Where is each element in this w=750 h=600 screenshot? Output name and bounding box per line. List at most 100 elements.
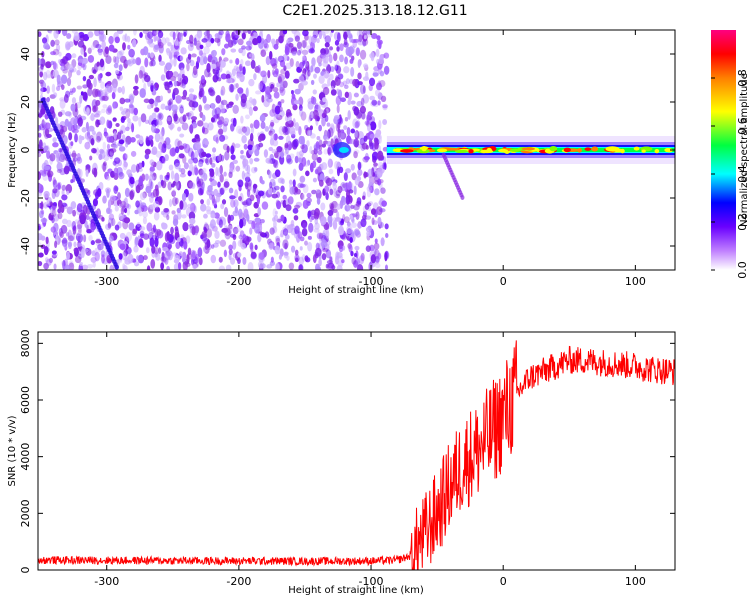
spectral-cell	[261, 201, 269, 210]
spectral-cell	[258, 142, 264, 148]
spectral-cell	[38, 31, 42, 38]
spectral-cell	[89, 134, 94, 145]
spectral-cell	[259, 232, 265, 237]
spectral-cell	[380, 95, 387, 103]
spectral-cell	[165, 174, 170, 181]
spectral-cell	[294, 155, 299, 164]
spectral-cell	[134, 74, 139, 84]
spectral-cell	[225, 33, 231, 43]
spectral-cell	[291, 30, 297, 35]
spectral-cell	[323, 47, 330, 55]
spectral-cell	[282, 228, 289, 236]
spectral-cell	[340, 195, 347, 206]
spectral-cell	[209, 89, 216, 97]
spectral-cell	[133, 89, 139, 96]
spectral-cell	[371, 217, 375, 226]
spectral-cell	[335, 203, 342, 210]
spectral-cell	[61, 30, 68, 37]
x-tick-label: 100	[625, 575, 646, 588]
spectral-cell	[249, 133, 254, 142]
spectral-cell	[116, 50, 123, 60]
spectral-cell	[95, 239, 102, 244]
spectral-cell	[150, 139, 154, 147]
spectral-cell	[125, 59, 132, 65]
spectral-cell	[346, 225, 353, 235]
spectral-cell	[261, 95, 265, 103]
spectral-cell	[307, 69, 311, 77]
spectral-cell	[148, 135, 154, 141]
spectral-cell	[153, 107, 160, 113]
spectral-cell	[113, 185, 119, 194]
spectral-cell	[377, 252, 382, 260]
spectral-cell	[202, 127, 209, 135]
spectral-cell	[115, 122, 120, 127]
spectral-cell	[377, 100, 381, 106]
colorbar-tick-label: 0.2	[736, 213, 749, 231]
x-tick-label: 100	[625, 275, 646, 288]
spectral-cell	[173, 115, 180, 124]
spectral-cell	[270, 83, 275, 89]
spectral-cell	[340, 129, 345, 134]
spectral-cell	[273, 133, 278, 141]
spectral-cell	[48, 30, 53, 35]
spectral-cell	[135, 57, 142, 66]
spectral-cell	[346, 181, 354, 191]
spectral-cell	[301, 55, 306, 61]
spectral-cell	[174, 226, 179, 232]
spectral-cell	[235, 83, 239, 89]
spectral-cell	[112, 101, 119, 109]
spectral-cell	[43, 246, 49, 256]
spectral-cell	[369, 185, 374, 194]
spectral-cell	[56, 44, 61, 52]
spectral-cell	[242, 66, 246, 76]
spectral-cell	[119, 243, 126, 251]
spectral-cell	[152, 188, 158, 198]
spectral-cell	[228, 248, 233, 256]
spectral-cell	[379, 208, 386, 213]
spectral-cell	[226, 103, 230, 110]
spectral-cell	[294, 88, 301, 95]
spectral-cell	[330, 125, 336, 134]
spectral-cell	[280, 99, 285, 104]
spectral-cell	[199, 44, 204, 50]
spectral-cell	[155, 150, 162, 158]
spectral-cell	[198, 178, 204, 187]
spectral-cell	[274, 210, 278, 215]
spectral-cell	[123, 217, 131, 224]
spectral-cell	[274, 245, 281, 255]
snr-series-line	[38, 340, 675, 570]
spectral-cell	[185, 56, 192, 64]
spectral-cell	[228, 83, 235, 93]
spectral-cell	[310, 79, 315, 86]
spectral-cell	[221, 199, 227, 205]
spectral-cell	[155, 251, 159, 258]
spectral-cell	[223, 181, 230, 188]
spectral-cell	[289, 57, 294, 67]
spectral-cell	[322, 55, 329, 64]
spectral-cell	[74, 219, 79, 224]
spectral-cell	[142, 210, 148, 218]
spectral-cell	[336, 265, 343, 270]
spectral-cell	[56, 74, 61, 85]
spectral-cell	[232, 104, 239, 114]
spectral-cell	[229, 214, 235, 221]
spectral-cell	[108, 235, 114, 242]
spectral-cell	[217, 31, 223, 40]
spectral-cell	[40, 81, 44, 88]
snr-y-ticks: 0 2000 4000 6000 8000	[19, 329, 675, 574]
spectral-cell	[56, 168, 63, 173]
spectral-cell	[126, 35, 131, 43]
spectral-cell	[289, 186, 295, 195]
spectral-cell	[124, 142, 129, 148]
spectral-cell	[280, 185, 285, 193]
spectral-cell	[323, 148, 328, 155]
spectral-cell	[299, 175, 306, 183]
spectral-peak	[584, 147, 592, 151]
spectral-cell	[263, 43, 270, 49]
spectral-cell	[124, 187, 130, 198]
spectral-cell	[228, 244, 233, 251]
spectral-cell	[158, 30, 162, 33]
spectral-cell	[366, 33, 372, 38]
spectral-cell	[72, 209, 77, 217]
spectral-cell	[214, 239, 221, 245]
